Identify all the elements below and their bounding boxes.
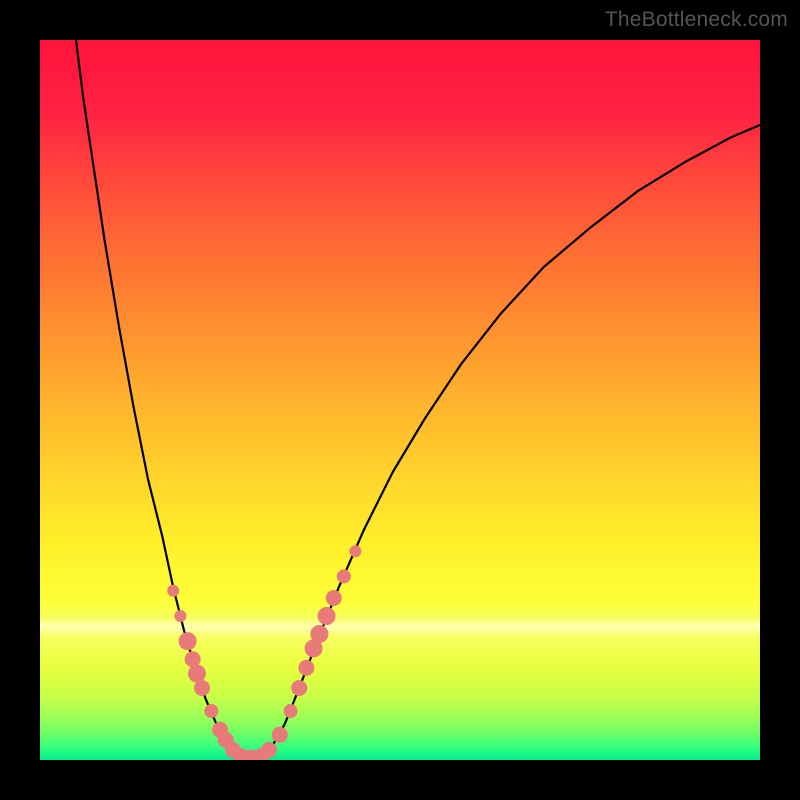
watermark-text: TheBottleneck.com: [605, 8, 788, 32]
data-marker: [174, 610, 186, 622]
data-marker: [298, 660, 314, 676]
data-marker: [310, 625, 328, 643]
data-marker: [188, 665, 206, 683]
data-marker: [326, 590, 342, 606]
chart-background-gradient: [40, 40, 760, 760]
data-marker: [204, 704, 218, 718]
figure-frame: TheBottleneck.com: [0, 0, 800, 800]
data-marker: [272, 727, 288, 743]
chart-svg: [40, 40, 760, 760]
data-marker: [291, 680, 307, 696]
plot-area: [40, 40, 760, 760]
data-marker: [284, 704, 298, 718]
data-marker: [318, 607, 336, 625]
data-marker: [194, 680, 210, 696]
data-marker: [179, 632, 197, 650]
data-marker: [261, 742, 277, 758]
data-marker: [349, 545, 361, 557]
data-marker: [167, 585, 179, 597]
data-marker: [337, 569, 351, 583]
